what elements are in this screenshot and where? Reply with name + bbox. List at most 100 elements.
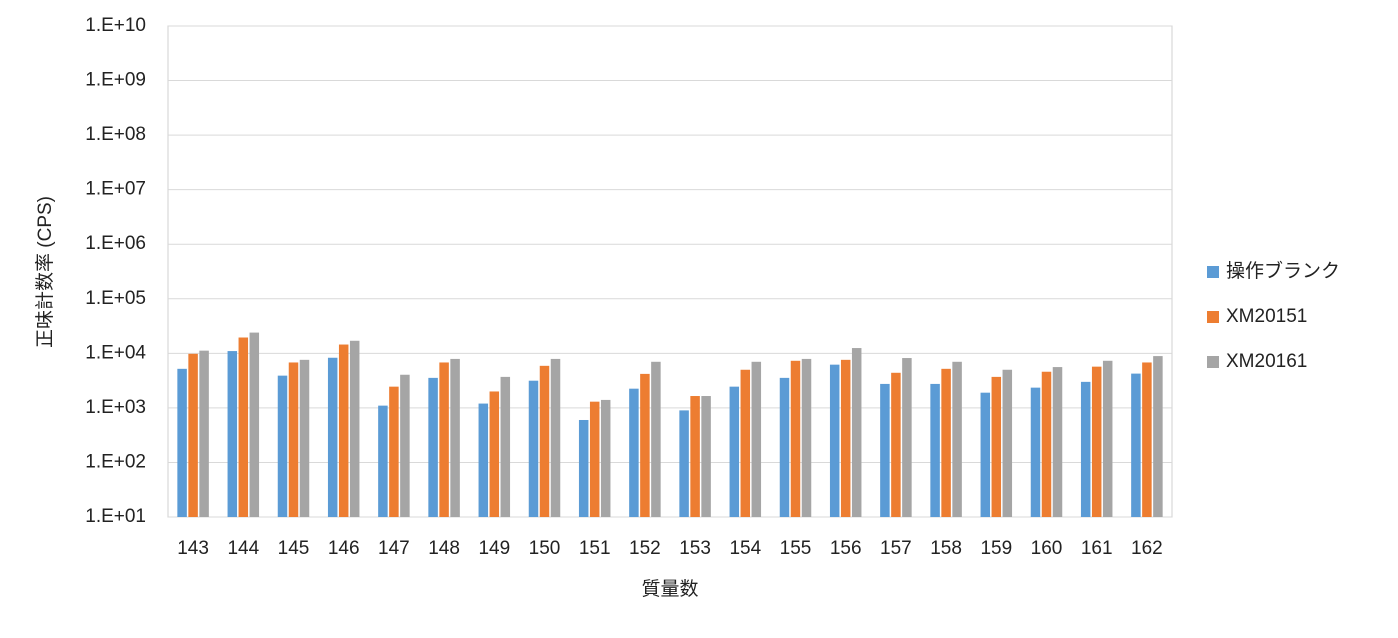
y-tick-label: 1.E+07 [85,179,146,200]
bar [840,359,851,517]
plot-area [167,25,1173,518]
x-tick-label: 161 [1081,538,1113,559]
bar [1030,387,1041,517]
bar [930,383,940,517]
bar [1002,369,1013,517]
bar [1080,381,1091,517]
y-tick-label: 1.E+01 [85,506,146,527]
bar [779,377,790,517]
x-tick-label: 157 [880,538,912,559]
bar [238,337,249,517]
x-tick-label: 152 [629,538,661,559]
bar [450,358,460,517]
bar [1142,362,1152,517]
bar [740,369,751,517]
bar [751,361,762,517]
y-axis-title: 正味計数率 (CPS) [34,196,56,348]
bar [790,360,801,517]
y-tick-label: 1.E+10 [85,15,146,36]
bar [952,361,962,517]
bar [651,361,661,517]
bar [891,372,901,517]
bar [902,358,912,517]
bar [199,350,209,517]
x-tick-label: 148 [428,538,460,559]
bar [188,353,198,517]
bar [578,419,589,517]
bar [980,392,991,517]
bar [1041,371,1052,517]
bar [249,332,260,517]
bar [1052,367,1063,517]
bar [1091,366,1102,517]
bar [991,376,1002,517]
bar [288,362,299,517]
bar [528,380,539,517]
bar [389,386,399,517]
x-tick-label: 154 [729,538,761,559]
bar [489,391,500,517]
bar [1102,360,1113,517]
bar [400,374,410,517]
x-tick-label: 159 [980,538,1012,559]
bar [851,348,862,517]
legend-label: XM20151 [1226,306,1307,327]
x-tick-label: 147 [378,538,410,559]
bar [550,358,561,517]
bar [277,375,288,517]
bar [428,377,438,517]
bar [701,396,711,517]
x-tick-label: 146 [328,538,360,559]
x-tick-label: 145 [278,538,310,559]
bar [378,405,388,517]
bar [729,386,740,517]
bar [1153,356,1163,517]
bar [629,388,639,517]
bar [299,359,310,517]
y-tick-label: 1.E+05 [85,288,146,309]
y-tick-label: 1.E+03 [85,397,146,418]
bar [500,376,511,517]
y-tick-label: 1.E+04 [85,342,146,363]
x-tick-label: 155 [780,538,812,559]
legend-label: XM20161 [1226,351,1307,372]
y-tick-label: 1.E+08 [85,124,146,145]
bar [338,344,349,517]
bar [177,368,187,517]
bar [679,410,689,517]
bar [227,351,238,517]
x-tick-label: 143 [177,538,209,559]
x-tick-label: 150 [529,538,561,559]
x-tick-label: 149 [478,538,510,559]
legend-swatch [1207,356,1219,368]
y-tick-label: 1.E+06 [85,233,146,254]
x-tick-label: 160 [1031,538,1063,559]
x-tick-label: 156 [830,538,862,559]
x-tick-label: 162 [1131,538,1163,559]
bar [829,364,840,517]
bar [539,365,550,517]
x-tick-label: 158 [930,538,962,559]
bar [439,362,449,517]
x-tick-label: 151 [579,538,611,559]
x-axis-title: 質量数 [641,578,698,600]
bar [327,357,338,517]
bar [1131,373,1141,517]
bar [801,358,812,517]
legend-swatch [1207,266,1219,278]
bar [880,383,890,517]
x-tick-label: 144 [227,538,259,559]
legend-swatch [1207,311,1219,323]
y-tick-label: 1.E+09 [85,70,146,91]
bar [941,368,951,517]
bar [600,399,611,517]
bar [478,403,489,517]
bar [640,373,650,517]
bar [349,340,360,517]
y-tick-label: 1.E+02 [85,451,146,472]
bar [589,401,600,517]
bar [690,396,700,517]
x-tick-label: 153 [679,538,711,559]
legend-label: 操作ブランク [1226,259,1340,282]
